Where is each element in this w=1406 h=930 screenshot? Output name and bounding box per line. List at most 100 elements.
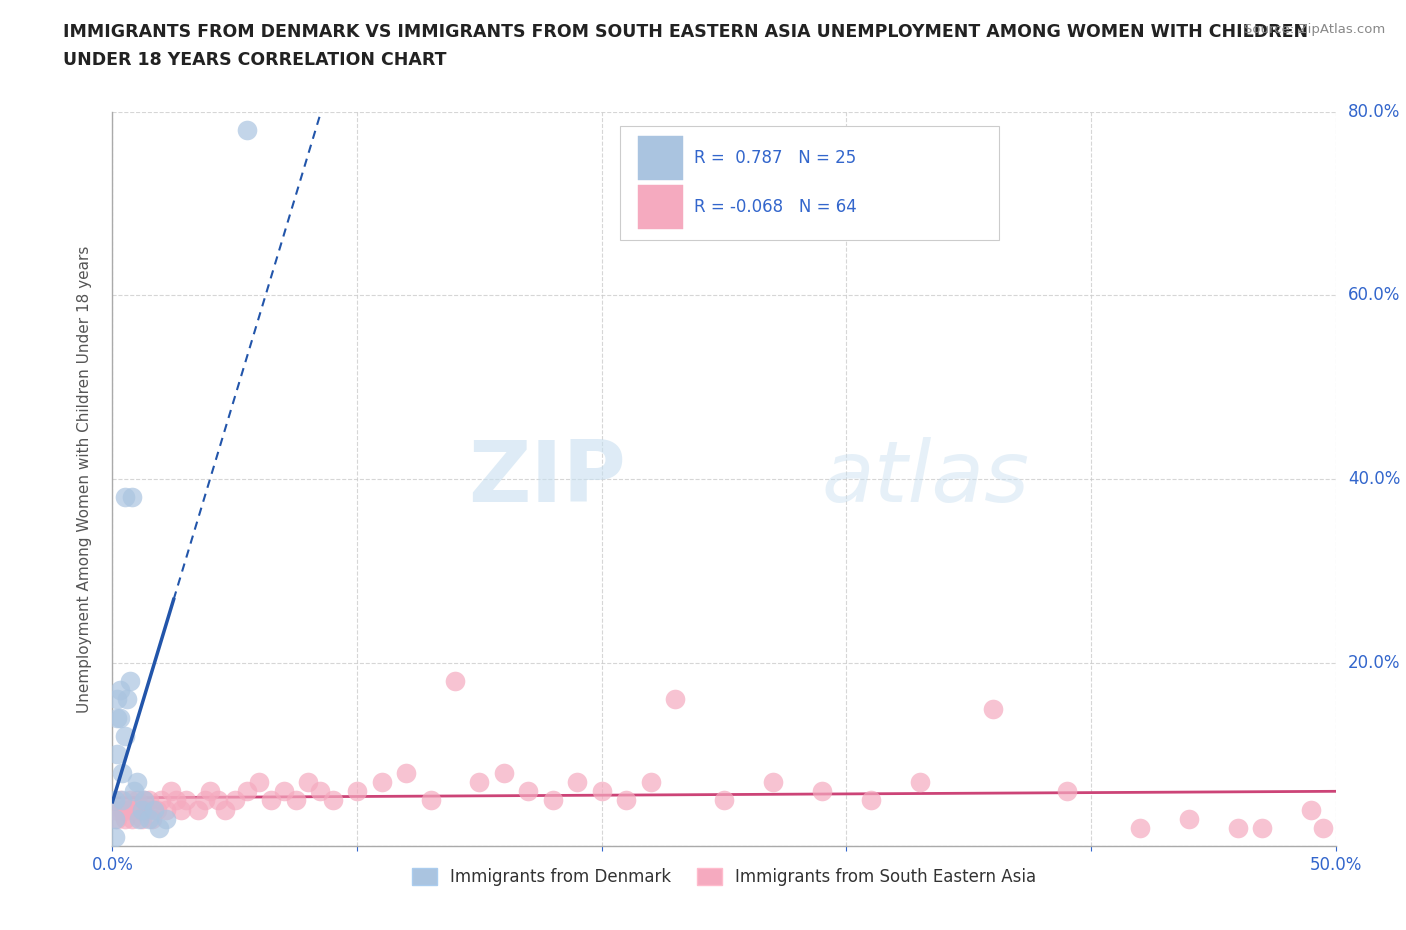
Point (1226, 820, 1249, 835)
Text: IMMIGRANTS FROM DENMARK VS IMMIGRANTS FROM SOUTH EASTERN ASIA UNEMPLOYMENT AMONG: IMMIGRANTS FROM DENMARK VS IMMIGRANTS FR… (63, 23, 1309, 41)
Point (200, 784, 222, 799)
Point (121, 811, 143, 826)
Point (1312, 820, 1334, 835)
Point (141, 811, 163, 826)
Point (155, 811, 177, 826)
Point (104, 830, 127, 844)
Point (236, 784, 259, 799)
Point (236, 123, 259, 138)
Point (108, 683, 131, 698)
Point (260, 793, 283, 808)
Point (105, 692, 128, 707)
Point (214, 802, 236, 817)
Point (444, 673, 467, 688)
Point (108, 793, 131, 808)
Point (811, 784, 834, 799)
Point (492, 765, 515, 780)
Point (105, 711, 128, 725)
Point (1301, 802, 1323, 817)
Text: 80.0%: 80.0% (1348, 102, 1400, 121)
Text: Source: ZipAtlas.com: Source: ZipAtlas.com (1244, 23, 1385, 36)
Point (118, 673, 141, 688)
Point (124, 784, 146, 799)
Point (115, 802, 138, 817)
Point (138, 811, 160, 826)
Point (121, 490, 143, 505)
Point (105, 747, 128, 762)
Point (591, 784, 613, 799)
Point (143, 802, 166, 817)
Text: R =  0.787   N = 25: R = 0.787 N = 25 (693, 149, 856, 166)
FancyBboxPatch shape (638, 136, 682, 179)
Point (187, 802, 209, 817)
Point (131, 802, 153, 817)
Point (419, 793, 441, 808)
Point (160, 784, 183, 799)
Point (284, 793, 308, 808)
FancyBboxPatch shape (620, 126, 1000, 240)
Point (111, 765, 134, 780)
Point (322, 793, 344, 808)
Point (131, 811, 153, 826)
Point (111, 793, 134, 808)
Point (138, 793, 160, 808)
Point (640, 775, 662, 790)
Point (114, 490, 136, 505)
Point (115, 692, 138, 707)
Point (908, 775, 931, 790)
Point (981, 701, 1004, 716)
Point (174, 793, 197, 808)
Point (165, 793, 187, 808)
Point (1056, 784, 1078, 799)
Point (713, 793, 735, 808)
Point (567, 775, 589, 790)
Point (395, 765, 418, 780)
Point (1129, 820, 1152, 835)
Point (104, 793, 127, 808)
Point (224, 793, 246, 808)
Text: 20.0%: 20.0% (1348, 654, 1400, 671)
Legend: Immigrants from Denmark, Immigrants from South Eastern Asia: Immigrants from Denmark, Immigrants from… (405, 861, 1043, 893)
Text: 40.0%: 40.0% (1348, 470, 1400, 488)
Point (1178, 811, 1201, 826)
Point (108, 711, 131, 725)
Point (150, 793, 173, 808)
Point (114, 729, 136, 744)
Point (125, 793, 148, 808)
Point (664, 692, 686, 707)
Point (346, 784, 368, 799)
Point (762, 775, 785, 790)
Point (125, 775, 148, 790)
Point (145, 802, 167, 817)
Point (517, 784, 540, 799)
Point (105, 811, 128, 826)
Point (247, 775, 270, 790)
Text: UNDER 18 YEARS CORRELATION CHART: UNDER 18 YEARS CORRELATION CHART (63, 51, 447, 69)
Point (370, 775, 392, 790)
Point (155, 802, 177, 817)
Y-axis label: Unemployment Among Women with Children Under 18 years: Unemployment Among Women with Children U… (77, 246, 91, 712)
Point (128, 802, 150, 817)
Point (170, 802, 193, 817)
FancyBboxPatch shape (638, 185, 682, 229)
Text: 60.0%: 60.0% (1348, 286, 1400, 304)
Text: R = -0.068   N = 64: R = -0.068 N = 64 (693, 198, 856, 216)
Text: atlas: atlas (823, 437, 1031, 521)
Point (118, 793, 141, 808)
Point (859, 793, 882, 808)
Point (148, 820, 170, 835)
Point (104, 802, 127, 817)
Text: ZIP: ZIP (468, 437, 626, 521)
Point (194, 793, 217, 808)
Point (207, 793, 229, 808)
Point (273, 784, 295, 799)
Point (104, 811, 127, 826)
Point (614, 793, 637, 808)
Point (135, 802, 157, 817)
Point (309, 784, 332, 799)
Point (124, 802, 146, 817)
Point (297, 775, 319, 790)
Point (541, 793, 564, 808)
Point (134, 793, 156, 808)
Point (128, 811, 150, 826)
